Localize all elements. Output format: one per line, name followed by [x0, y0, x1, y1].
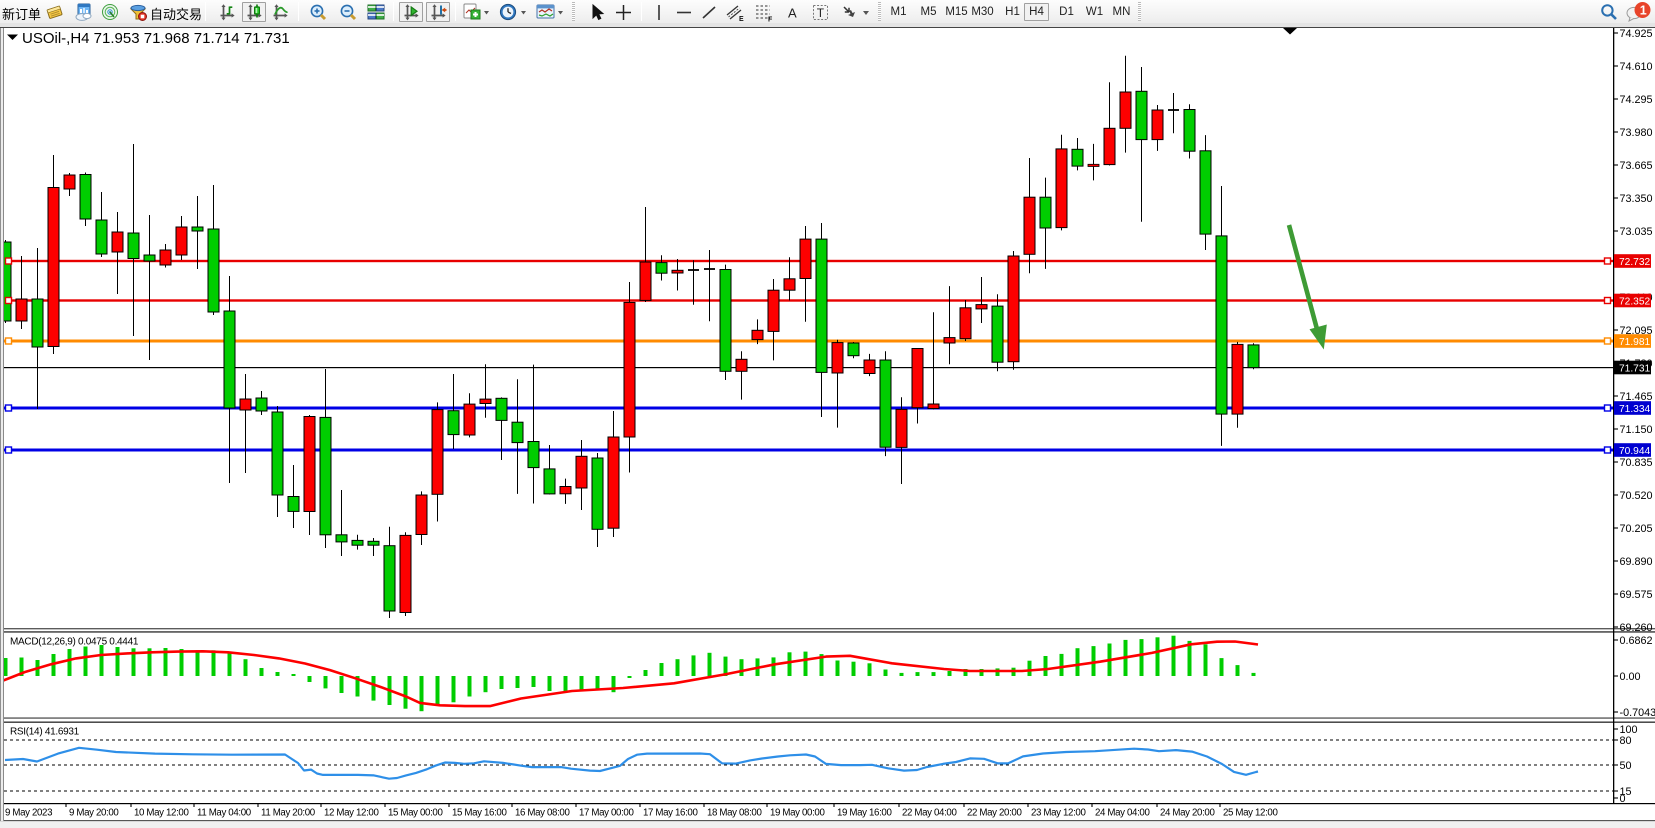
svg-text:24 May 20:00: 24 May 20:00 — [1160, 808, 1215, 819]
svg-text:73.035: 73.035 — [1620, 226, 1653, 238]
svg-text:17 May 16:00: 17 May 16:00 — [643, 808, 698, 819]
svg-text:71.731: 71.731 — [1619, 363, 1650, 374]
svg-text:MACD(12,26,9) 0.0475 0.4441: MACD(12,26,9) 0.0475 0.4441 — [10, 637, 139, 648]
svg-text:72.095: 72.095 — [1620, 325, 1653, 337]
svg-text:15 May 00:00: 15 May 00:00 — [388, 808, 443, 819]
svg-text:25 May 12:00: 25 May 12:00 — [1223, 808, 1278, 819]
svg-text:F: F — [768, 16, 773, 22]
svg-text:80: 80 — [1620, 735, 1632, 747]
svg-text:18 May 08:00: 18 May 08:00 — [707, 808, 762, 819]
svg-text:RSI(14) 41.6931: RSI(14) 41.6931 — [10, 727, 80, 738]
svg-text:11 May 20:00: 11 May 20:00 — [261, 808, 316, 819]
svg-text:71.465: 71.465 — [1620, 391, 1653, 403]
svg-text:1: 1 — [1640, 3, 1647, 17]
svg-text:23 May 12:00: 23 May 12:00 — [1031, 808, 1086, 819]
svg-text:15 May 16:00: 15 May 16:00 — [452, 808, 507, 819]
svg-text:74.610: 74.610 — [1620, 61, 1653, 73]
svg-text:50: 50 — [1620, 760, 1632, 772]
svg-text:0.6862: 0.6862 — [1620, 635, 1653, 647]
svg-text:-0.7043: -0.7043 — [1620, 707, 1655, 719]
svg-text:70.205: 70.205 — [1620, 523, 1653, 535]
svg-text:72.352: 72.352 — [1619, 296, 1650, 307]
svg-text:22 May 20:00: 22 May 20:00 — [967, 808, 1022, 819]
svg-text:71.334: 71.334 — [1619, 404, 1650, 415]
svg-text:10 May 12:00: 10 May 12:00 — [134, 808, 189, 819]
svg-text:9 May 20:00: 9 May 20:00 — [69, 808, 119, 819]
svg-text:24 May 04:00: 24 May 04:00 — [1095, 808, 1150, 819]
svg-text:22 May 04:00: 22 May 04:00 — [902, 808, 957, 819]
svg-text:71.150: 71.150 — [1620, 424, 1653, 436]
svg-text:19 May 00:00: 19 May 00:00 — [770, 808, 825, 819]
svg-text:69.575: 69.575 — [1620, 589, 1653, 601]
svg-text:E: E — [739, 16, 744, 22]
svg-text:A: A — [788, 5, 797, 20]
svg-text:74.925: 74.925 — [1620, 28, 1653, 40]
svg-text:72.732: 72.732 — [1619, 257, 1650, 268]
svg-text:69.260: 69.260 — [1620, 622, 1653, 634]
svg-text:15: 15 — [1620, 786, 1632, 798]
svg-text:9 May 2023: 9 May 2023 — [5, 808, 52, 819]
svg-text:73.350: 73.350 — [1620, 193, 1653, 205]
svg-text:70.520: 70.520 — [1620, 490, 1653, 502]
svg-text:100: 100 — [1620, 724, 1638, 736]
svg-text:19 May 16:00: 19 May 16:00 — [837, 808, 892, 819]
svg-text:0: 0 — [1620, 793, 1626, 805]
svg-text:74.295: 74.295 — [1620, 94, 1653, 106]
svg-text:11 May 04:00: 11 May 04:00 — [197, 808, 252, 819]
svg-text:USOil-,H4 71.953 71.968 71.71: USOil-,H4 71.953 71.968 71.714 71.731 — [22, 30, 290, 47]
svg-text:0.00: 0.00 — [1620, 671, 1641, 683]
svg-text:70.944: 70.944 — [1619, 446, 1650, 457]
svg-text:73.665: 73.665 — [1620, 160, 1653, 172]
svg-text:71.981: 71.981 — [1619, 337, 1650, 348]
svg-text:16 May 08:00: 16 May 08:00 — [515, 808, 570, 819]
svg-text:69.890: 69.890 — [1620, 556, 1653, 568]
svg-text:70.835: 70.835 — [1620, 457, 1653, 469]
svg-text:T: T — [817, 6, 825, 20]
svg-text:12 May 12:00: 12 May 12:00 — [324, 808, 379, 819]
svg-text:17 May 00:00: 17 May 00:00 — [579, 808, 634, 819]
svg-text:73.980: 73.980 — [1620, 127, 1653, 139]
